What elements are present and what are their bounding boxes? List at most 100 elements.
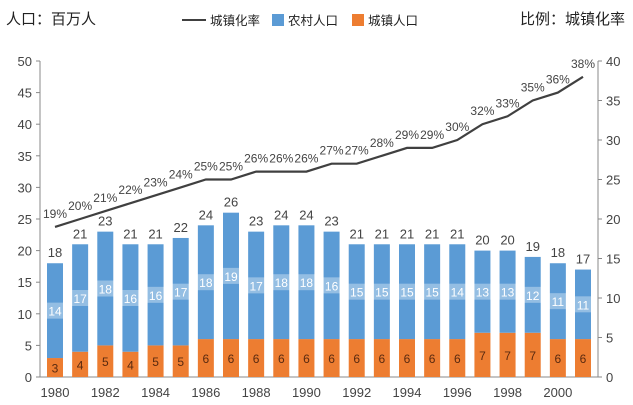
rural-value-label: 18 bbox=[99, 283, 113, 297]
bar-rural bbox=[47, 263, 63, 359]
total-value-label: 22 bbox=[173, 220, 187, 235]
total-value-label: 20 bbox=[475, 233, 489, 248]
bar-urban bbox=[147, 345, 164, 377]
rate-value-label: 29% bbox=[395, 128, 419, 142]
bar-urban bbox=[549, 339, 566, 377]
rural-label-bg bbox=[171, 283, 190, 300]
bar-rural bbox=[172, 237, 189, 346]
bar-urban bbox=[323, 339, 340, 377]
urban-value-label: 4 bbox=[77, 358, 84, 372]
bar-rural bbox=[499, 250, 516, 333]
bar-rural bbox=[122, 244, 139, 352]
rate-value-label: 29% bbox=[420, 128, 444, 142]
bar-urban bbox=[348, 339, 365, 377]
x-tick-label: 1988 bbox=[242, 385, 271, 400]
right-tick-label: 10 bbox=[606, 291, 620, 306]
x-tick-label: 1984 bbox=[141, 385, 170, 400]
urban-value-label: 6 bbox=[555, 352, 562, 366]
bar-rural bbox=[223, 212, 239, 340]
rural-label-bg bbox=[272, 274, 291, 291]
total-value-label: 17 bbox=[576, 252, 590, 267]
rate-value-label: 27% bbox=[345, 144, 369, 158]
bar-urban bbox=[424, 339, 441, 377]
right-tick-label: 35 bbox=[606, 94, 620, 109]
rate-value-label: 28% bbox=[370, 136, 394, 150]
bar-rural bbox=[147, 244, 164, 346]
urbanization-rate-line bbox=[54, 75, 584, 228]
urban-value-label: 6 bbox=[353, 352, 360, 366]
rural-label-bg bbox=[71, 290, 90, 306]
urban-value-label: 4 bbox=[127, 358, 134, 372]
total-value-label: 19 bbox=[525, 239, 539, 254]
bar-rural bbox=[248, 231, 265, 340]
rural-value-label: 14 bbox=[451, 286, 465, 300]
right-tick-label: 20 bbox=[606, 212, 620, 227]
right-tick-label: 40 bbox=[606, 54, 620, 69]
rural-value-label: 16 bbox=[149, 289, 163, 303]
rural-value-label: 17 bbox=[249, 279, 263, 293]
urban-value-label: 6 bbox=[228, 352, 235, 366]
legend-label: 城镇人口 bbox=[368, 14, 419, 28]
total-value-label: 21 bbox=[375, 226, 389, 241]
rural-value-label: 13 bbox=[476, 286, 490, 300]
x-tick-label: 1980 bbox=[41, 385, 70, 400]
bar-urban bbox=[373, 339, 390, 377]
urban-value-label: 5 bbox=[102, 355, 109, 369]
urban-value-label: 6 bbox=[278, 352, 285, 366]
rural-value-label: 19 bbox=[224, 270, 238, 284]
rural-label-bg bbox=[372, 283, 391, 300]
bar-rural bbox=[474, 250, 491, 333]
bar-urban bbox=[47, 358, 63, 377]
bar-rural bbox=[575, 269, 591, 340]
right-tick-label: 0 bbox=[606, 370, 613, 385]
bar-rural bbox=[348, 244, 365, 340]
bar-urban bbox=[399, 339, 415, 377]
rural-value-label: 15 bbox=[425, 286, 439, 300]
total-value-label: 21 bbox=[450, 226, 464, 241]
x-tick-label: 1994 bbox=[393, 385, 422, 400]
rural-value-label: 14 bbox=[48, 305, 62, 319]
total-value-label: 23 bbox=[98, 214, 112, 229]
left-tick-label: 50 bbox=[18, 54, 32, 69]
legend-swatch bbox=[272, 13, 284, 26]
urban-value-label: 6 bbox=[404, 352, 411, 366]
legend-swatch bbox=[352, 13, 364, 26]
left-tick-label: 10 bbox=[18, 307, 32, 322]
bar-urban bbox=[72, 351, 89, 377]
rate-value-label: 23% bbox=[144, 175, 168, 189]
rural-value-label: 18 bbox=[199, 276, 213, 290]
legend-item-urban: 城镇人口 bbox=[352, 10, 418, 29]
rural-value-label: 16 bbox=[124, 292, 138, 306]
rural-value-label: 17 bbox=[73, 292, 87, 306]
urban-value-label: 5 bbox=[152, 355, 159, 369]
bar-urban bbox=[575, 339, 591, 377]
rate-value-label: 36% bbox=[546, 73, 570, 87]
bar-urban bbox=[172, 345, 189, 377]
bar-urban bbox=[223, 339, 239, 377]
rate-value-label: 26% bbox=[269, 152, 293, 166]
rural-label-bg bbox=[448, 283, 467, 300]
rural-label-bg bbox=[247, 277, 266, 294]
rate-value-label: 19% bbox=[43, 207, 67, 221]
urban-value-label: 7 bbox=[479, 349, 486, 363]
rural-label-bg bbox=[398, 283, 416, 300]
left-tick-label: 0 bbox=[25, 370, 32, 385]
x-tick-label: 1986 bbox=[191, 385, 220, 400]
x-tick-label: 1982 bbox=[91, 385, 120, 400]
bar-urban bbox=[298, 339, 315, 377]
bar-rural bbox=[524, 256, 541, 333]
x-tick-label: 1998 bbox=[493, 385, 522, 400]
bar-rural bbox=[549, 263, 566, 340]
total-value-label: 18 bbox=[48, 245, 62, 260]
bar-urban bbox=[197, 339, 214, 377]
total-value-label: 21 bbox=[425, 226, 439, 241]
rate-value-label: 35% bbox=[521, 81, 545, 95]
urban-value-label: 5 bbox=[177, 355, 184, 369]
bar-urban bbox=[97, 345, 114, 377]
bar-rural bbox=[449, 244, 466, 340]
total-value-label: 18 bbox=[551, 245, 565, 260]
urban-value-label: 6 bbox=[203, 352, 210, 366]
left-tick-label: 5 bbox=[25, 338, 32, 353]
